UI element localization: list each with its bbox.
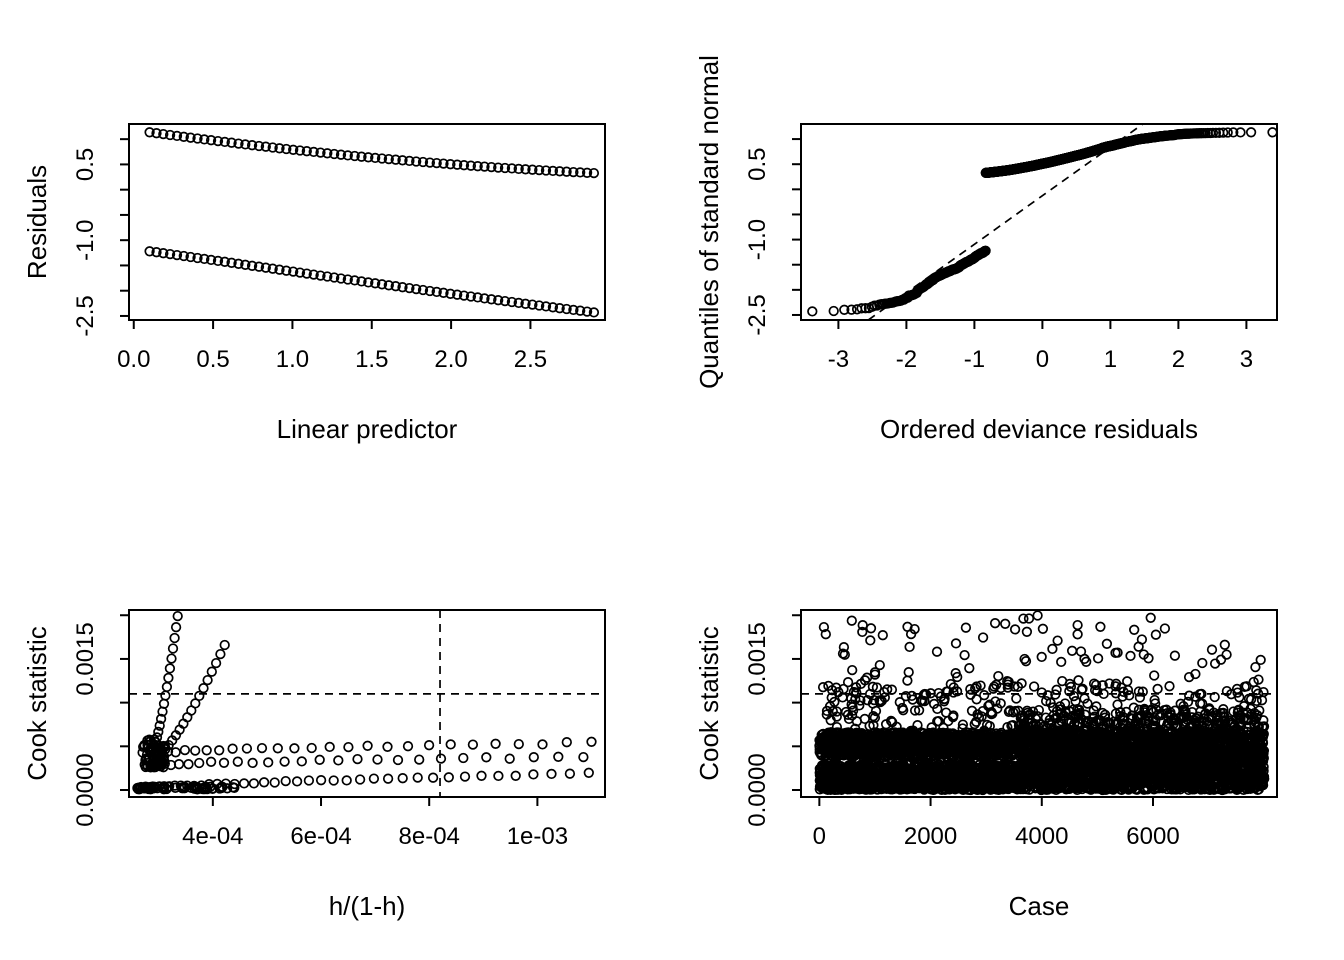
- x-axis-title: Case: [1009, 891, 1070, 921]
- x-tick-label: 4e-04: [182, 823, 243, 850]
- x-axis-title: Ordered deviance residuals: [880, 414, 1198, 444]
- series-lower-left-band: [814, 759, 1026, 796]
- y-tick-label: 0.5: [72, 148, 99, 181]
- x-tick-label: 2: [1172, 346, 1185, 373]
- y-tick-label: 0.5: [744, 148, 771, 181]
- x-tick-label: 2000: [904, 823, 957, 850]
- y-tick-label: 0.0000: [72, 753, 99, 826]
- series-sorted-deviance-residuals: [807, 127, 1278, 317]
- series-bottom-dense: [132, 781, 240, 795]
- plot-box: [800, 123, 1278, 321]
- plot-box: [128, 123, 606, 321]
- x-axis-title: h/(1-h): [329, 891, 406, 921]
- series-right-mass: [1015, 726, 1270, 796]
- x-tick-label: 1.0: [276, 346, 309, 373]
- y-tick-label: -1.0: [744, 219, 771, 260]
- x-tick-label: 0: [813, 823, 826, 850]
- subplot-qq-normal: -3 -2 -1 0 1 2 3 Ordered deviance residuals 0.5 -…: [672, 0, 1344, 480]
- x-tick-label: 8e-04: [399, 823, 460, 850]
- x-axis: 0 2000 4000 6000: [813, 797, 1180, 850]
- plot-cook-vs-case: 0 2000 4000 6000 Case 0.0000 0.0015 Cook statis…: [694, 609, 1278, 921]
- guide-lines: [129, 610, 605, 797]
- x-axis: 0.0 0.5 1.0 1.5 2.0 2.5: [117, 320, 547, 373]
- y-axis-title: Cook statistic: [22, 626, 52, 781]
- y-axis-title: Quantiles of standard normal: [694, 55, 724, 389]
- x-axis: 4e-04 6e-04 8e-04 1e-03: [182, 797, 568, 850]
- y-tick-label: -1.0: [72, 220, 99, 261]
- x-tick-label: 1.5: [355, 346, 388, 373]
- y-tick-label: 0.0015: [72, 622, 99, 695]
- x-tick-label: -1: [964, 346, 985, 373]
- x-tick-label: 6e-04: [290, 823, 351, 850]
- x-tick-label: -3: [828, 346, 849, 373]
- plot-residuals-vs-linear-predictor: 0.0 0.5 1.0 1.5 2.0 2.5 Linear predictor 0.5 -1.…: [22, 123, 606, 444]
- series-high-outliers: [818, 610, 1266, 693]
- x-tick-label: 1: [1104, 346, 1117, 373]
- subplot-cook-vs-leverage: 4e-04 6e-04 8e-04 1e-03 h/(1-h) 0.0000 0.0015 C…: [0, 480, 672, 960]
- y-axis: 0.0000 0.0015: [744, 614, 801, 827]
- y-tick-label: 0.0015: [744, 622, 771, 695]
- y-axis: 0.5 -1.0 -2.5: [72, 138, 129, 337]
- y-tick-label: 0.0000: [744, 753, 771, 826]
- subplot-cook-vs-case: 0 2000 4000 6000 Case 0.0000 0.0015 Cook statis…: [672, 480, 1344, 960]
- subplot-residuals-vs-linear-predictor: 0.0 0.5 1.0 1.5 2.0 2.5 Linear predictor 0.5 -1.…: [0, 0, 672, 480]
- y-axis-title: Residuals: [22, 165, 52, 279]
- x-axis: -3 -2 -1 0 1 2 3: [828, 320, 1253, 373]
- x-tick-label: 4000: [1015, 823, 1068, 850]
- x-tick-label: 2.5: [514, 346, 547, 373]
- series-mid-high-scatter: [817, 682, 1269, 738]
- x-tick-label: 0.0: [117, 346, 150, 373]
- series-upper-left-band: [814, 727, 1026, 762]
- plot-cook-vs-leverage: 4e-04 6e-04 8e-04 1e-03 h/(1-h) 0.0000 0.0015 C…: [22, 609, 606, 921]
- series-deviance-residuals-y1: [144, 127, 600, 179]
- y-axis: 0.5 -1.0 -2.5: [744, 138, 801, 336]
- x-tick-label: 0: [1036, 346, 1049, 373]
- series-row-mid: [156, 751, 589, 771]
- x-tick-label: 0.5: [196, 346, 229, 373]
- plot-qq-normal: -3 -2 -1 0 1 2 3 Ordered deviance residuals 0.5 -…: [694, 55, 1278, 444]
- y-axis: 0.0000 0.0015: [72, 614, 129, 827]
- series-deviance-residuals-y0: [144, 246, 600, 318]
- x-axis-title: Linear predictor: [277, 414, 458, 444]
- x-tick-label: 1e-03: [507, 823, 568, 850]
- series-row-upper: [153, 736, 597, 758]
- x-tick-label: 6000: [1126, 823, 1179, 850]
- x-tick-label: -2: [896, 346, 917, 373]
- x-tick-label: 3: [1240, 346, 1253, 373]
- y-tick-label: -2.5: [744, 294, 771, 335]
- x-tick-label: 2.0: [434, 346, 467, 373]
- series-elbow-cluster: [137, 734, 171, 773]
- y-axis-title: Cook statistic: [694, 626, 724, 781]
- y-tick-label: -2.5: [72, 295, 99, 336]
